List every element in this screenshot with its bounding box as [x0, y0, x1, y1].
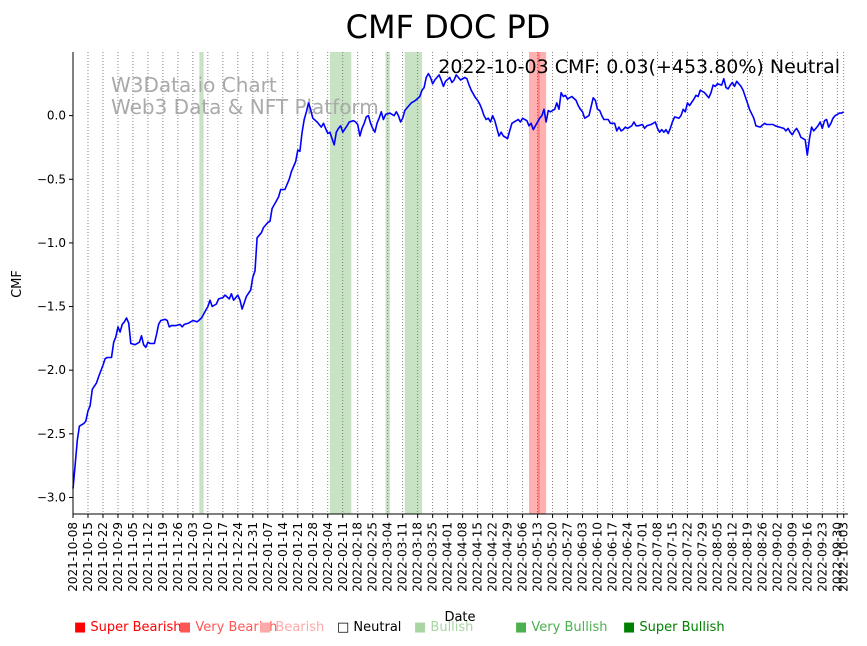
- x-tick-label: 2021-11-05: [126, 522, 140, 592]
- series-line-cmf: [72, 72, 845, 489]
- x-tick-label: 2021-12-31: [246, 522, 260, 592]
- x-tick-label: 2022-03-25: [426, 522, 440, 592]
- watermark-line-1: W3Data.io Chart: [111, 73, 277, 97]
- y-tick-label: −2.0: [37, 363, 66, 377]
- x-tick-label: 2022-01-14: [276, 522, 290, 592]
- x-tick-label: 2022-03-11: [396, 522, 410, 592]
- x-tick-label: 2022-06-24: [620, 522, 634, 592]
- current-value-annotation: 2022-10-03 CMF: 0.03(+453.80%) Neutral: [438, 56, 840, 78]
- x-tick-label: 2022-09-23: [815, 522, 829, 592]
- x-tick-label: 2022-05-06: [516, 522, 530, 592]
- x-tick-label: 2021-12-10: [201, 522, 215, 592]
- watermark-line-2: Web3 Data & NFT Platform: [111, 95, 379, 119]
- x-tick-label: 2022-08-12: [725, 522, 739, 592]
- band-bullish: [199, 52, 204, 514]
- x-tick-label: 2022-09-16: [800, 522, 814, 592]
- band-bullish: [404, 52, 422, 514]
- y-axis-ticks: −3.0 −2.5 −2.0 −1.5 −1.0 −0.5 0.0: [37, 109, 73, 504]
- x-tick-label: 2022-10-03: [837, 522, 851, 592]
- x-tick-label: 2022-01-07: [261, 522, 275, 592]
- x-axis-ticks: 2021-10-08 2021-10-15 2021-10-22 2021-10-29…: [66, 514, 851, 592]
- band-very-bearish: [537, 52, 540, 514]
- chart-title: CMF DOC PD: [346, 8, 551, 46]
- x-tick-label: 2021-10-22: [96, 522, 110, 592]
- x-tick-label: 2022-09-09: [785, 522, 799, 592]
- x-tick-label: 2022-05-20: [546, 522, 560, 592]
- x-tick-label: 2022-07-01: [635, 522, 649, 592]
- x-tick-label: 2022-08-05: [710, 522, 724, 592]
- legend-item: ■ Super Bearish: [74, 620, 182, 635]
- legend-item: ■ Very Bearish: [179, 620, 278, 635]
- x-tick-label: 2022-02-11: [336, 522, 350, 592]
- x-tick-label: 2022-05-27: [561, 522, 575, 592]
- x-tick-label: 2021-12-03: [186, 522, 200, 592]
- x-tick-label: 2021-10-08: [66, 522, 80, 592]
- y-tick-label: −0.5: [37, 172, 66, 186]
- x-tick-label: 2022-04-15: [471, 522, 485, 592]
- signal-legend: ■ Super Bearish ■ Very Bearish ■ Bearish □ …: [74, 620, 864, 640]
- legend-item: ■ Super Bullish: [623, 620, 725, 635]
- x-tick-label: 2022-09-30: [830, 522, 844, 592]
- x-tick-label: 2022-05-13: [531, 522, 545, 592]
- vertical-gridlines: [72, 52, 845, 514]
- y-tick-label: 0.0: [47, 109, 66, 123]
- x-tick-label: 2021-11-12: [141, 522, 155, 592]
- x-tick-label: 2021-12-24: [231, 522, 245, 592]
- x-tick-label: 2021-12-17: [216, 522, 230, 592]
- x-tick-label: 2022-09-02: [770, 522, 784, 592]
- x-tick-label: 2022-04-29: [501, 522, 515, 592]
- legend-item: ■ Bullish: [414, 620, 474, 635]
- band-bullish: [329, 52, 352, 514]
- x-tick-label: 2021-11-19: [156, 522, 170, 592]
- y-axis-label: CMF: [10, 270, 25, 298]
- y-tick-label: −2.5: [37, 427, 66, 441]
- x-tick-label: 2022-04-22: [486, 522, 500, 592]
- x-tick-label: 2022-02-18: [351, 522, 365, 592]
- x-axis-label: Date: [444, 610, 475, 625]
- x-tick-label: 2021-10-29: [111, 522, 125, 592]
- x-tick-label: 2022-07-29: [695, 522, 709, 592]
- x-tick-label: 2022-02-25: [366, 522, 380, 592]
- cmf-series: [72, 72, 845, 489]
- x-tick-label: 2022-03-04: [381, 522, 395, 592]
- x-tick-label: 2022-03-18: [411, 522, 425, 592]
- x-tick-label: 2022-07-08: [650, 522, 664, 592]
- x-tick-label: 2021-10-15: [81, 522, 95, 592]
- x-tick-label: 2022-06-17: [606, 522, 620, 592]
- x-tick-label: 2022-01-28: [306, 522, 320, 592]
- x-tick-label: 2022-04-08: [456, 522, 470, 592]
- legend-item: ■ Bearish: [259, 620, 325, 635]
- x-tick-label: 2022-08-26: [755, 522, 769, 592]
- x-tick-label: 2022-04-01: [441, 522, 455, 592]
- y-tick-label: −1.5: [37, 300, 66, 314]
- x-tick-label: 2022-06-03: [576, 522, 590, 592]
- x-tick-label: 2022-02-04: [321, 522, 335, 592]
- legend-item: □ Neutral: [337, 620, 402, 635]
- x-tick-label: 2022-08-19: [740, 522, 754, 592]
- x-tick-label: 2022-06-10: [591, 522, 605, 592]
- y-tick-label: −3.0: [37, 490, 66, 504]
- legend-item: ■ Very Bullish: [515, 620, 608, 635]
- x-tick-label: 2021-11-26: [171, 522, 185, 592]
- x-tick-label: 2022-07-22: [680, 522, 694, 592]
- x-tick-label: 2022-07-15: [665, 522, 679, 592]
- x-tick-label: 2022-01-21: [291, 522, 305, 592]
- y-tick-label: −1.0: [37, 236, 66, 250]
